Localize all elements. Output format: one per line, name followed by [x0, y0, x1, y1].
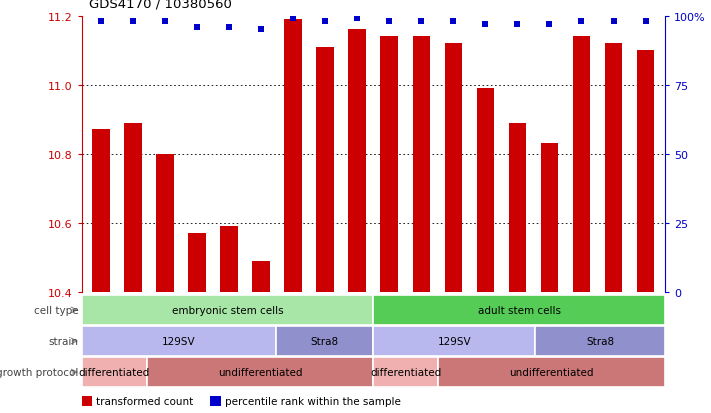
Bar — [373, 326, 535, 356]
Point — [255, 27, 267, 33]
Bar — [535, 326, 665, 356]
Point — [319, 19, 331, 25]
Point — [191, 24, 203, 31]
Text: GDS4170 / 10380560: GDS4170 / 10380560 — [89, 0, 232, 10]
Bar — [380, 37, 398, 292]
Bar — [82, 295, 373, 325]
Text: Stra8: Stra8 — [311, 336, 338, 346]
Text: percentile rank within the sample: percentile rank within the sample — [225, 396, 400, 406]
Bar — [82, 357, 146, 387]
Text: undifferentiated: undifferentiated — [218, 367, 302, 377]
Text: strain: strain — [48, 336, 78, 346]
Point — [351, 16, 363, 23]
Point — [512, 21, 523, 28]
Point — [223, 24, 235, 31]
Bar — [476, 89, 494, 292]
Bar — [82, 326, 276, 356]
Bar — [605, 44, 622, 292]
Point — [127, 19, 139, 25]
Bar — [92, 130, 109, 292]
Bar — [124, 123, 141, 292]
Bar — [316, 47, 334, 292]
Text: differentiated: differentiated — [78, 367, 150, 377]
Bar — [444, 44, 462, 292]
Text: growth protocol: growth protocol — [0, 367, 78, 377]
Text: 129SV: 129SV — [162, 336, 196, 346]
Bar — [252, 261, 270, 292]
Point — [448, 19, 459, 25]
Text: transformed count: transformed count — [97, 396, 193, 406]
Bar — [82, 396, 92, 406]
Text: adult stem cells: adult stem cells — [478, 305, 560, 315]
Point — [640, 19, 651, 25]
Bar — [438, 357, 665, 387]
Bar — [373, 295, 665, 325]
Point — [480, 21, 491, 28]
Bar — [637, 51, 654, 292]
Bar — [572, 37, 590, 292]
Bar — [508, 123, 526, 292]
Point — [287, 16, 299, 23]
Bar — [412, 37, 430, 292]
Text: undifferentiated: undifferentiated — [509, 367, 594, 377]
Text: embryonic stem cells: embryonic stem cells — [172, 305, 283, 315]
Bar — [210, 396, 220, 406]
Point — [159, 19, 171, 25]
Bar — [188, 233, 206, 292]
Point — [416, 19, 427, 25]
Bar — [156, 154, 174, 292]
Point — [95, 19, 107, 25]
Text: cell type: cell type — [33, 305, 78, 315]
Point — [544, 21, 555, 28]
Bar — [146, 357, 373, 387]
Bar — [276, 326, 373, 356]
Bar — [540, 144, 558, 292]
Bar — [220, 227, 238, 292]
Text: Stra8: Stra8 — [586, 336, 614, 346]
Bar — [373, 357, 438, 387]
Bar — [348, 30, 366, 292]
Point — [384, 19, 395, 25]
Point — [576, 19, 587, 25]
Text: 129SV: 129SV — [437, 336, 471, 346]
Text: differentiated: differentiated — [370, 367, 442, 377]
Point — [608, 19, 619, 25]
Bar — [284, 20, 302, 292]
